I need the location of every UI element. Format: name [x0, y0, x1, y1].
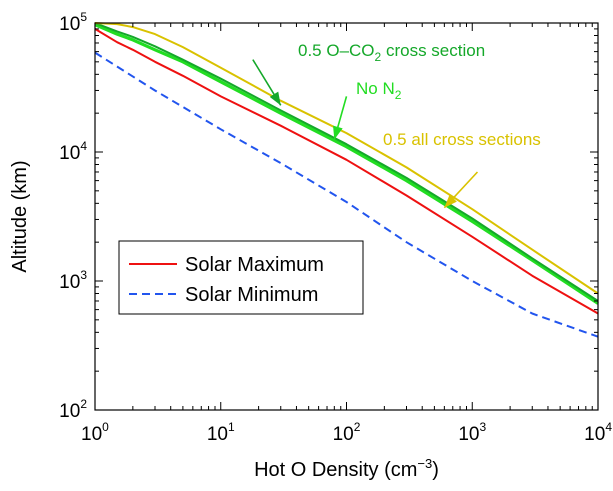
annotation-label: No N2 [356, 79, 402, 102]
x-axis-label: Hot O Density (cm−3) [254, 456, 439, 481]
series-line-half-all [94, 22, 599, 295]
x-tick-label: 104 [584, 420, 612, 445]
legend: Solar Maximum Solar Minimum [118, 240, 364, 315]
y-axis-label: Altitude (km) [9, 160, 31, 272]
series-line-solar-min [94, 51, 599, 338]
x-tick-label: 102 [333, 420, 361, 445]
y-tick-label: 104 [59, 139, 87, 164]
series-line-half-o-co2 [94, 22, 599, 302]
plot-frame [94, 22, 599, 411]
ticks-layer: 100 101 102 103 104 102 103 104 105 [59, 10, 612, 445]
legend-label: Solar Maximum [185, 254, 324, 276]
annotation-label: 0.5 O–CO2 cross section [298, 41, 485, 64]
series-line-solar-max [94, 28, 599, 315]
annotation-arrowhead [269, 91, 281, 106]
annotation-label: 0.5 all cross sections [383, 130, 541, 149]
legend-label: Solar Minimum [185, 284, 318, 306]
annotation-arrowhead [444, 194, 457, 208]
annotation-layer: 0.5 O–CO2 cross section No N2 0.5 all cros… [252, 41, 541, 209]
x-tick-label: 103 [458, 420, 486, 445]
y-tick-label: 102 [59, 397, 87, 422]
series-line-no-n2 [94, 23, 599, 305]
y-tick-label: 105 [59, 10, 87, 35]
x-tick-label: 100 [81, 420, 109, 445]
annotation-arrowhead [333, 125, 343, 140]
x-tick-label: 101 [207, 420, 235, 445]
series-layer [94, 22, 599, 338]
legend-box [118, 240, 364, 315]
y-tick-label: 103 [59, 268, 87, 293]
